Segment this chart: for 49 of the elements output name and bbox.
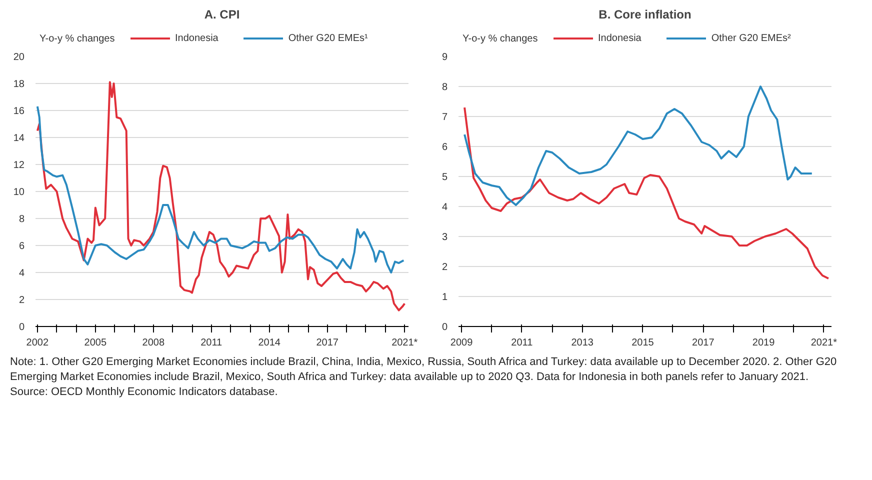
- x-tick-label: 2011: [511, 338, 534, 348]
- y-tick-label: 3: [442, 232, 448, 243]
- y-tick-label: 5: [442, 172, 448, 183]
- legend-label: Other G20 EMEs²: [711, 32, 791, 44]
- y-tick-label: 4: [18, 268, 25, 279]
- y-tick-label: 10: [13, 187, 25, 198]
- y-tick-label: 8: [442, 82, 448, 93]
- y-tick-label: 12: [13, 160, 25, 171]
- line-series: [464, 106, 830, 280]
- y-axis-title: Y-o-y % changes: [40, 34, 115, 44]
- legend-label: Indonesia: [598, 32, 642, 44]
- legend-label: Other G20 EMEs¹: [288, 32, 368, 44]
- y-tick-label: 6: [442, 142, 448, 153]
- x-tick-label: 2017: [692, 338, 715, 348]
- x-tick-label: 2008: [142, 338, 165, 348]
- x-tick-label: 2019: [752, 338, 776, 348]
- y-tick-label: 2: [442, 262, 448, 273]
- y-tick-label: 0: [442, 322, 448, 333]
- x-tick-label: 2014: [258, 338, 281, 348]
- x-tick-label: 2017: [316, 338, 339, 348]
- x-tick-label: 2002: [26, 338, 49, 348]
- legend-label: Indonesia: [175, 32, 218, 44]
- x-tick-label: 2009: [450, 338, 474, 348]
- y-tick-label: 2: [18, 295, 25, 306]
- x-tick-label: 2013: [571, 338, 594, 348]
- chart-title: A. CPI: [204, 8, 240, 22]
- y-tick-label: 1: [442, 292, 448, 303]
- line-series: [36, 105, 405, 274]
- source-note: Source: OECD Monthly Economic Indicators database.: [10, 386, 278, 398]
- x-tick-label: 2015: [632, 338, 654, 348]
- y-tick-label: 16: [13, 106, 25, 117]
- y-tick-label: 18: [13, 79, 25, 90]
- y-tick-label: 14: [13, 133, 25, 144]
- y-tick-label: 20: [13, 52, 25, 63]
- x-tick-label: 2021*: [392, 338, 418, 348]
- y-axis-title: Y-o-y % changes: [462, 34, 538, 44]
- y-tick-label: 6: [18, 241, 25, 252]
- y-tick-label: 7: [442, 112, 448, 123]
- y-tick-label: 0: [18, 322, 25, 333]
- line-series: [464, 86, 813, 206]
- line-series: [36, 81, 406, 312]
- x-tick-label: 2005: [84, 338, 107, 348]
- x-tick-label: 2021*: [810, 338, 838, 348]
- x-tick-label: 2011: [200, 338, 223, 348]
- y-tick-label: 4: [442, 202, 448, 213]
- chart-title: B. Core inflation: [598, 8, 692, 22]
- text: Note: 1. Other G20 Emerging Market Economies include Brazil, China, India, Mexico, Russia, South Africa and Turkey: data available up to December 2020. 2. Other G20 Emerging Market Economies include Brazil, Mexico, South Africa and Turkey: data available up to 2020 Q3. Data for Indonesia in both panels refer to January 2021.: [10, 356, 837, 383]
- y-tick-label: 9: [442, 52, 448, 63]
- y-tick-label: 8: [18, 214, 25, 225]
